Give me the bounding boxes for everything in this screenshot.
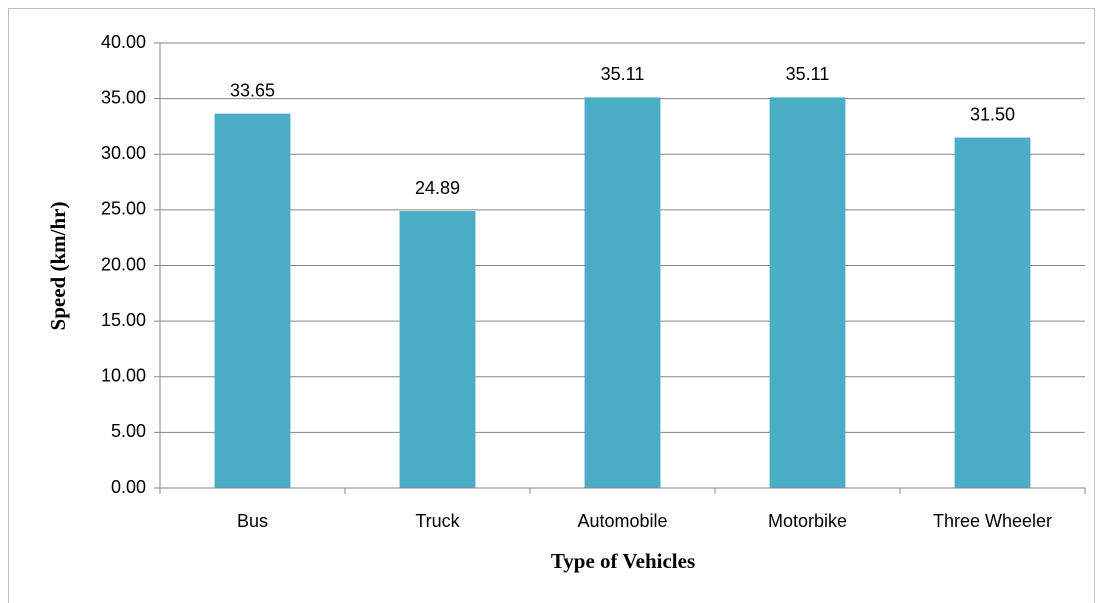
y-tick-label: 25.00 [101,199,146,219]
x-tick-label: Automobile [577,511,667,531]
bar [399,211,476,488]
y-tick-label: 20.00 [101,254,146,274]
x-tick-label: Motorbike [768,511,847,531]
data-label: 33.65 [230,80,275,100]
data-label: 35.11 [786,64,830,84]
bar [214,113,291,489]
y-tick-label: 35.00 [101,87,146,107]
data-label: 35.11 [601,64,645,84]
y-axis-title: Speed (km/hr) [46,202,70,331]
x-tick-label: Bus [237,511,268,531]
bar [954,137,1031,488]
x-tick-label: Three Wheeler [933,511,1052,531]
y-tick-label: 5.00 [111,421,146,441]
y-tick-label: 15.00 [101,310,146,330]
y-tick-label: 30.00 [101,143,146,163]
y-tick-label: 0.00 [111,477,146,497]
bar [769,97,846,489]
bar [584,97,661,489]
data-label: 31.50 [970,104,1015,124]
x-tick-label: Truck [415,511,460,531]
y-tick-label: 40.00 [101,32,146,52]
y-tick-label: 10.00 [101,366,146,386]
chart-frame [8,8,1095,603]
data-label: 24.89 [415,178,460,198]
x-axis-title: Type of Vehicles [551,549,695,573]
